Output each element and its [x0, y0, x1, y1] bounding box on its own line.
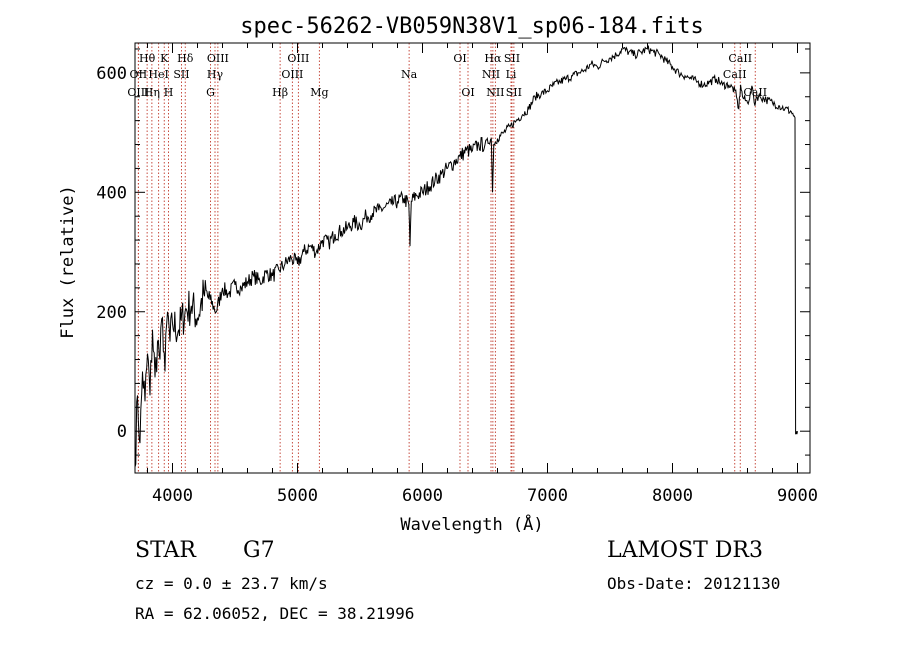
line-markers — [137, 43, 756, 473]
coordinates: RA = 62.06052, DEC = 38.21996 — [135, 604, 415, 623]
x-tick-label: 4000 — [152, 486, 193, 506]
line-label: SII — [173, 68, 189, 81]
x-tick-label: 5000 — [277, 486, 318, 506]
line-label: Na — [401, 68, 418, 81]
axis-ticks — [135, 43, 810, 473]
line-label: Hη — [144, 86, 160, 99]
line-label: CaII — [728, 52, 752, 65]
line-label: OIII — [207, 52, 229, 65]
subclass: G7 — [243, 538, 275, 563]
x-axis-label: Wavelength (Å) — [400, 513, 543, 535]
chart-title: spec-56262-VB059N38V1_sp06-184.fits — [240, 14, 704, 39]
line-label: Hδ — [177, 52, 194, 65]
line-label: G — [206, 86, 215, 99]
line-label: Hα — [484, 52, 502, 65]
x-tick-label: 7000 — [527, 486, 568, 506]
line-label: SII — [506, 86, 522, 99]
line-label: Hγ — [207, 68, 224, 81]
line-label: NII — [482, 68, 500, 81]
redshift-cz: cz = 0.0 ± 23.7 km/s — [135, 574, 328, 593]
y-tick-label: 0 — [117, 422, 127, 442]
line-label: OI — [461, 86, 474, 99]
y-tick-label: 600 — [96, 64, 127, 84]
y-tick-label: 400 — [96, 183, 127, 203]
line-labels: Hθ OII OIII K HeI Hη Hδ SII H OIII Hγ G OIII OIII Hβ Mg… — [127, 52, 767, 99]
x-tick-label: 8000 — [652, 486, 693, 506]
line-label: CaII — [723, 68, 747, 81]
plot-frame — [134, 42, 811, 474]
line-label: OI — [453, 52, 466, 65]
y-axis-label: Flux (relative) — [58, 185, 78, 339]
line-label: Hβ — [272, 86, 288, 99]
line-label: H — [164, 86, 174, 99]
object-class: STAR — [135, 538, 196, 563]
x-tick-label: 9000 — [777, 486, 818, 506]
y-tick-label: 200 — [96, 303, 127, 323]
line-label: Hθ — [139, 52, 156, 65]
line-label: SII — [504, 52, 520, 65]
line-label: K — [160, 52, 169, 65]
line-label: HeI — [148, 68, 168, 81]
line-label: CaII — [743, 86, 767, 99]
line-label: OII — [130, 68, 148, 81]
line-label: Li — [506, 68, 517, 81]
line-label: NII — [486, 86, 504, 99]
survey-name: LAMOST DR3 — [607, 538, 763, 563]
line-label: Mg — [310, 86, 328, 99]
spectrum-line — [134, 45, 798, 468]
line-label: OIII — [281, 68, 303, 81]
axis-tick-labels: 4000 5000 6000 7000 8000 9000 0 200 400 600 — [96, 64, 818, 506]
line-label: OIII — [127, 86, 149, 99]
x-tick-label: 6000 — [402, 486, 443, 506]
line-label: OIII — [287, 52, 309, 65]
obs-date: Obs-Date: 20121130 — [607, 574, 781, 593]
